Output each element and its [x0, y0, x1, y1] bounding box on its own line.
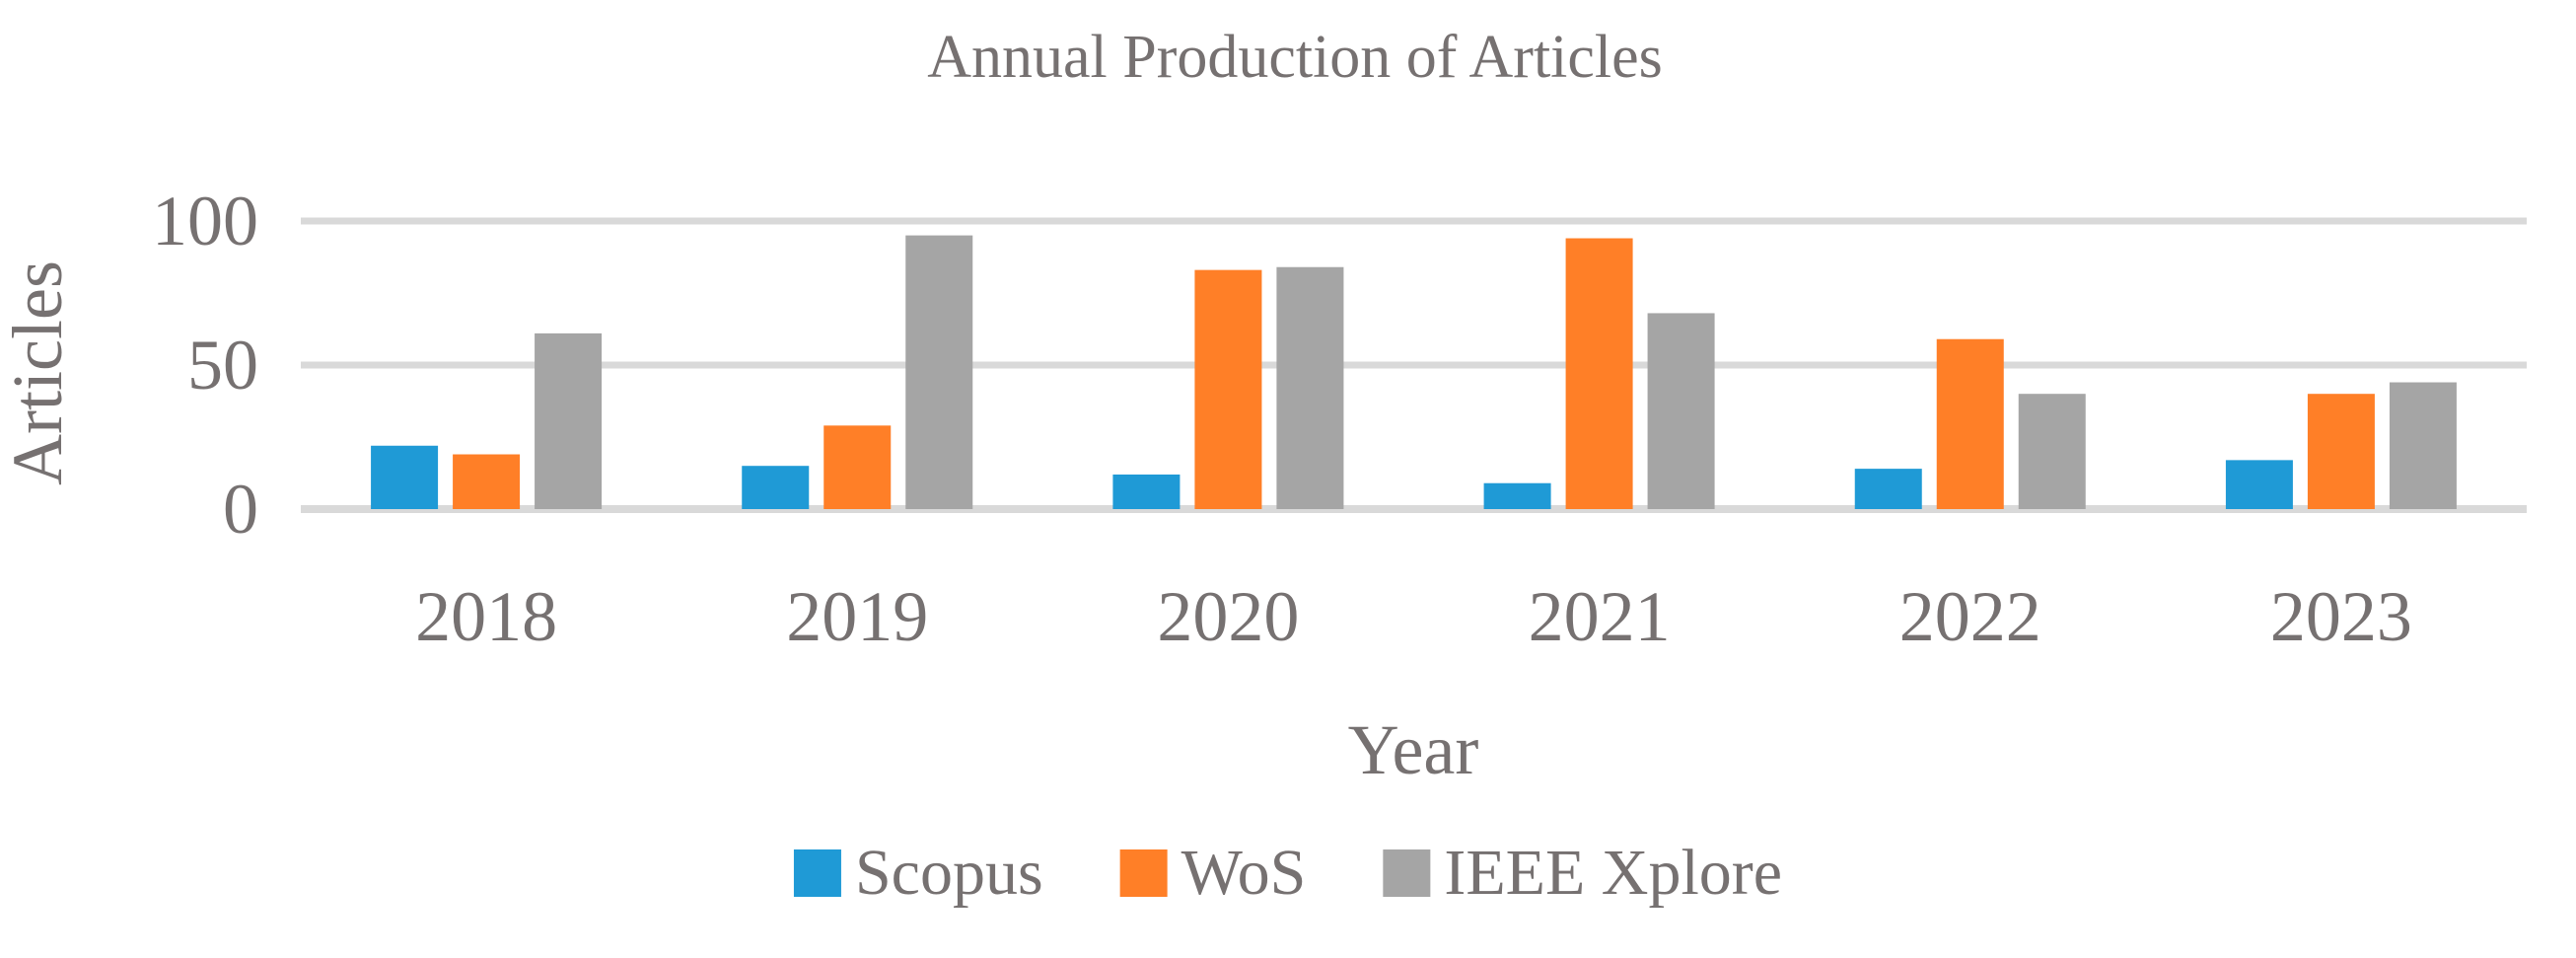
bar-wos-2023: [2307, 394, 2375, 509]
bar-scopus-2020: [1112, 474, 1181, 509]
bar-wos-2022: [1936, 338, 2004, 509]
legend-swatch: [793, 849, 841, 897]
legend-item-ieee-xplore: IEEE Xplore: [1383, 837, 1782, 909]
bar-wos-2019: [823, 425, 892, 509]
y-tick-label: 50: [187, 326, 258, 405]
y-tick-label: 100: [152, 182, 258, 260]
bar-ieee-xplore-2020: [1276, 266, 1344, 509]
y-axis-title: Articles: [0, 260, 77, 485]
bar-scopus-2018: [371, 445, 439, 509]
legend-label: WoS: [1181, 837, 1307, 909]
y-tick-label: 0: [223, 470, 258, 549]
x-tick-label-2020: 2020: [1157, 577, 1299, 656]
bar-scopus-2021: [1483, 482, 1551, 509]
x-tick-label-2023: 2023: [2270, 577, 2412, 656]
bar-ieee-xplore-2023: [2389, 382, 2457, 509]
chart-title: Annual Production of Articles: [927, 24, 1663, 91]
bar-scopus-2022: [1854, 469, 1922, 509]
legend-item-scopus: Scopus: [793, 837, 1043, 909]
legend-label: Scopus: [855, 837, 1043, 909]
bar-scopus-2019: [742, 466, 810, 509]
x-tick-label-2018: 2018: [415, 577, 557, 656]
bar-ieee-xplore-2018: [535, 332, 603, 509]
legend-item-wos: WoS: [1119, 837, 1307, 909]
bar-wos-2020: [1194, 269, 1262, 509]
bar-wos-2021: [1565, 238, 1633, 509]
bar-ieee-xplore-2019: [905, 235, 973, 509]
legend: Scopus WoS IEEE Xplore: [793, 837, 1782, 909]
y-axis-ticks: 0 50 100: [152, 182, 258, 549]
gridlines: [301, 217, 2527, 513]
bar-wos-2018: [453, 454, 521, 509]
bar-ieee-xplore-2021: [1647, 313, 1715, 509]
legend-swatch: [1119, 849, 1168, 897]
x-tick-label-2022: 2022: [1899, 577, 2041, 656]
legend-label: IEEE Xplore: [1444, 837, 1782, 909]
bars: [371, 235, 2457, 509]
legend-swatch: [1383, 849, 1431, 897]
x-tick-label-2021: 2021: [1529, 577, 1671, 656]
x-axis-title: Year: [1348, 710, 1479, 789]
x-tick-label-2019: 2019: [786, 577, 928, 656]
x-axis-ticks: 2018 2019 2020 2021 2022 2023: [415, 577, 2412, 656]
bar-ieee-xplore-2022: [2018, 394, 2086, 509]
bar-scopus-2023: [2225, 460, 2293, 509]
